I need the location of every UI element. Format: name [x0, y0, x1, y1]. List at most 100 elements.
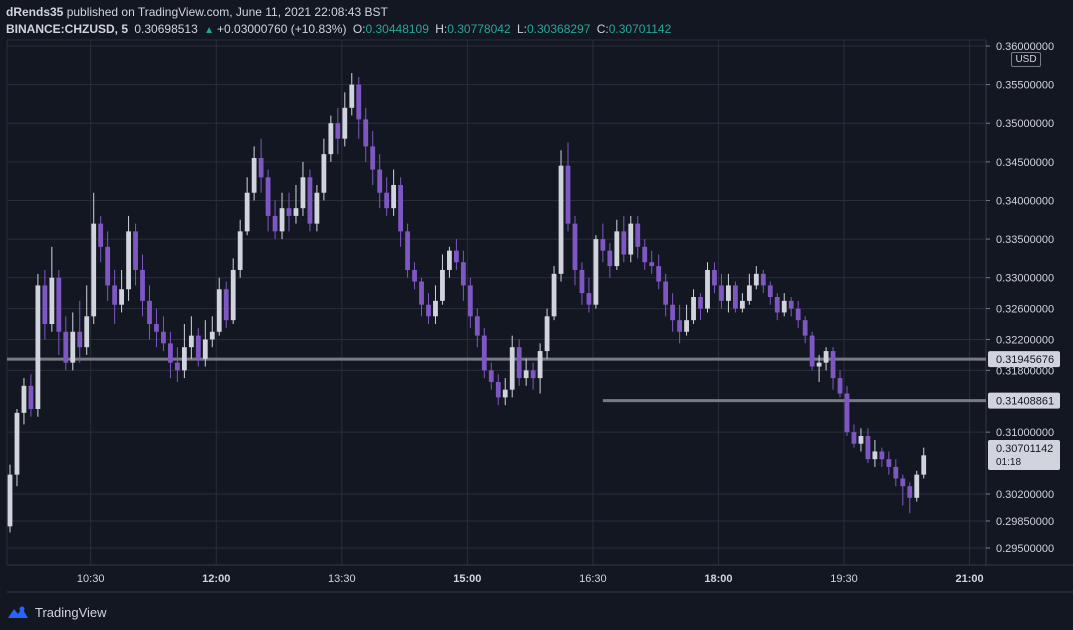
candle-body — [237, 231, 243, 270]
candle-body — [865, 436, 871, 460]
candle-body — [349, 84, 355, 108]
candle-body — [133, 231, 138, 270]
candle-body — [460, 262, 466, 286]
candle-body — [112, 285, 118, 305]
candle-body — [244, 192, 250, 232]
candle-body — [586, 293, 592, 305]
candle-body — [161, 331, 166, 344]
candle-body — [705, 269, 710, 309]
candle-body — [774, 297, 780, 313]
candle-body — [447, 250, 452, 270]
candle-body — [509, 347, 515, 390]
candle-body — [49, 277, 55, 325]
candle-body — [21, 385, 27, 413]
author-name[interactable]: dRends35 — [6, 5, 64, 19]
candle-body — [265, 177, 271, 216]
candle-body — [35, 285, 41, 409]
candle-body — [77, 331, 83, 348]
publish-line: dRends35 published on TradingView.com, J… — [6, 4, 674, 21]
candle-body — [844, 393, 850, 433]
candle-body — [314, 192, 320, 224]
level-label-box — [988, 392, 1060, 409]
candle-body — [454, 250, 459, 263]
candle-body — [767, 285, 773, 297]
candle-body — [537, 351, 543, 379]
x-tick-label: 18:00 — [704, 573, 732, 585]
y-tick-label: 0.33500000 — [996, 234, 1054, 246]
candle-body — [105, 246, 111, 286]
candle-body — [154, 324, 159, 332]
candle-body — [726, 285, 731, 301]
y-tick-label: 0.31800000 — [996, 365, 1054, 377]
candle-body — [258, 157, 264, 178]
candle-body — [914, 474, 920, 498]
y-tick-label: 0.33000000 — [996, 273, 1054, 285]
close-value: 0.30701142 — [608, 22, 672, 36]
candle-body — [530, 370, 536, 379]
candle-body — [488, 370, 494, 382]
candle-body — [188, 335, 194, 348]
candle-body — [126, 231, 131, 290]
candle-body — [656, 266, 662, 282]
candle-body — [698, 297, 703, 309]
price-chart[interactable]: 0.31945676 0.31408861 0.36000000 0.3550000… — [0, 0, 1073, 600]
candle-body — [363, 119, 369, 147]
candle-body — [558, 165, 564, 274]
candle-body — [433, 300, 438, 317]
candle-body — [719, 285, 724, 301]
current-price-value: 0.30701142 — [996, 443, 1054, 455]
level-label-box — [988, 351, 1060, 368]
candle-body — [893, 466, 899, 479]
candle-body — [712, 269, 717, 286]
y-tick-label: 0.35000000 — [996, 118, 1054, 130]
candle-body — [28, 385, 34, 409]
currency-badge[interactable]: USD — [1011, 52, 1041, 67]
candle-body — [391, 185, 397, 209]
x-tick-label: 16:30 — [579, 573, 607, 585]
candle-body — [691, 297, 696, 321]
symbol-label[interactable]: BINANCE:CHZUSD, 5 — [6, 22, 129, 36]
candle-body — [175, 362, 180, 371]
y-tick-label: 0.29500000 — [996, 543, 1054, 555]
x-tick-label: 19:30 — [830, 573, 858, 585]
candle-body — [733, 285, 738, 309]
candle-body — [858, 436, 864, 444]
candle-body — [474, 316, 480, 336]
candle-body — [572, 223, 578, 270]
close-label: C: — [596, 22, 609, 36]
candle-body — [384, 192, 390, 209]
candle-body — [42, 285, 48, 325]
y-tick-label: 0.30200000 — [996, 489, 1054, 501]
candle-body — [523, 370, 529, 379]
candle-body — [209, 331, 215, 340]
candles — [7, 73, 927, 533]
candle-body — [119, 289, 124, 305]
candle-body — [516, 347, 522, 379]
y-tick-label: 0.34500000 — [996, 157, 1054, 169]
chart-header: dRends35 published on TradingView.com, J… — [6, 4, 674, 39]
candle-body — [851, 432, 857, 444]
candle-body — [886, 459, 892, 467]
grid-lines — [6, 39, 1073, 593]
low-label: L: — [516, 22, 527, 36]
candle-body — [14, 412, 20, 475]
candle-body — [195, 335, 201, 359]
open-label: O: — [352, 22, 366, 36]
candle-body — [565, 165, 571, 224]
last-price: 0.30698513 — [134, 22, 198, 36]
candle-body — [140, 269, 145, 301]
candle-body — [753, 273, 759, 286]
candle-body — [70, 331, 76, 363]
candle-body — [342, 107, 348, 139]
open-value: 0.30448109 — [365, 22, 429, 36]
candle-body — [628, 223, 634, 255]
y-tick-label: 0.32200000 — [996, 334, 1054, 346]
x-tick-label: 13:30 — [328, 573, 356, 585]
candle-body — [579, 269, 585, 294]
candle-body — [251, 157, 257, 193]
candle-body — [551, 273, 557, 317]
candle-body — [370, 146, 376, 170]
candle-body — [440, 269, 445, 301]
brand-name[interactable]: TradingView — [35, 604, 107, 620]
candle-body — [168, 343, 173, 363]
